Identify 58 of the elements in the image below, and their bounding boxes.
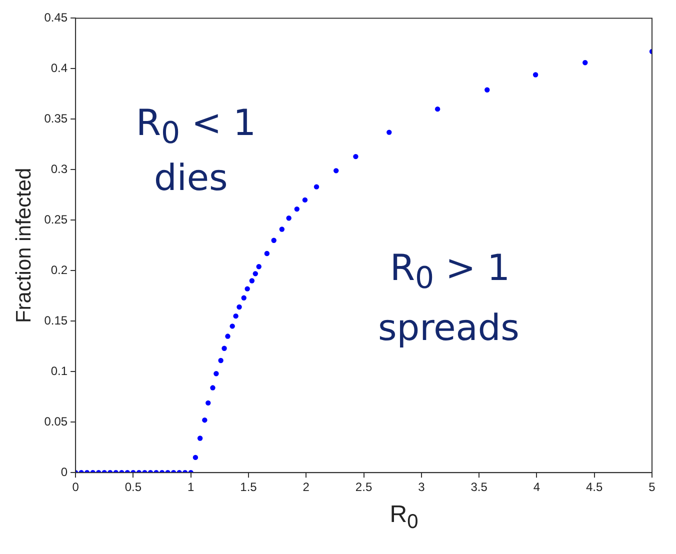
point bbox=[244, 286, 250, 292]
point bbox=[582, 60, 588, 66]
point bbox=[197, 436, 203, 441]
point bbox=[252, 271, 258, 276]
point bbox=[256, 264, 262, 270]
annotation: dies bbox=[154, 158, 228, 199]
y-tick-label: 0.15 bbox=[44, 313, 68, 328]
point bbox=[225, 334, 230, 339]
y-tick-label: 0.4 bbox=[50, 61, 68, 75]
x-tick-label: 1.5 bbox=[240, 480, 258, 494]
y-tick-label: 0.35 bbox=[44, 111, 68, 126]
x-tick-label: 3 bbox=[418, 480, 426, 494]
point bbox=[206, 400, 211, 406]
point bbox=[294, 206, 300, 212]
y-tick-label: 0.3 bbox=[50, 162, 68, 176]
x-tick-label: 1 bbox=[188, 480, 194, 494]
point bbox=[230, 324, 235, 329]
x-tick-label: 0.5 bbox=[124, 480, 142, 494]
point bbox=[214, 371, 219, 376]
point bbox=[353, 154, 358, 160]
point bbox=[434, 106, 440, 112]
y-tick-label: 0 bbox=[60, 464, 68, 479]
point bbox=[532, 72, 538, 78]
annotation: R$_{0}$ > 1 bbox=[390, 248, 510, 296]
point bbox=[222, 346, 227, 351]
y-tick-label: 0.05 bbox=[44, 414, 68, 428]
x-tick-label: 5 bbox=[648, 480, 656, 494]
point bbox=[218, 358, 224, 364]
point bbox=[241, 295, 246, 301]
point bbox=[314, 184, 320, 190]
y-axis-title: Fraction infected bbox=[12, 168, 36, 324]
point bbox=[192, 454, 198, 460]
x-tick-label: 4.5 bbox=[586, 480, 604, 494]
x-tick-label: 3.5 bbox=[470, 480, 488, 494]
y-tick-label: 0.25 bbox=[44, 212, 68, 226]
point bbox=[286, 216, 292, 221]
point bbox=[210, 385, 216, 390]
y-tick-label: 0.45 bbox=[44, 10, 68, 25]
point bbox=[233, 313, 238, 319]
point bbox=[302, 197, 308, 203]
x-axis-title: R$_{0}$ bbox=[388, 501, 420, 534]
x-tick-label: 2.5 bbox=[355, 480, 372, 494]
annotation: R$_{0}$ < 1 bbox=[136, 103, 256, 152]
point bbox=[334, 168, 339, 174]
x-tick-label: 0 bbox=[72, 480, 80, 494]
y-tick-label: 0.1 bbox=[50, 364, 68, 378]
point bbox=[236, 304, 242, 310]
x-tick-label: 2 bbox=[302, 480, 310, 494]
point bbox=[264, 250, 270, 256]
point bbox=[484, 87, 490, 92]
point bbox=[271, 238, 276, 243]
x-tick-label: 4 bbox=[533, 480, 540, 494]
annotation: spreads bbox=[378, 308, 520, 349]
point bbox=[386, 130, 392, 135]
point bbox=[249, 278, 255, 284]
y-tick-label: 0.2 bbox=[50, 262, 68, 277]
point bbox=[202, 417, 208, 423]
point bbox=[279, 226, 285, 232]
